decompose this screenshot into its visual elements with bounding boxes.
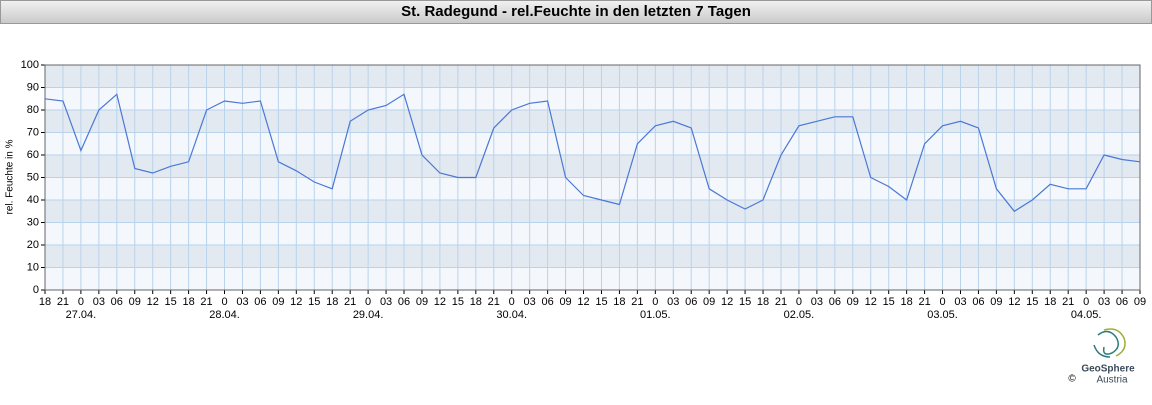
x-tick-label: 09 <box>129 296 141 308</box>
y-tick-label: 0 <box>33 284 39 296</box>
date-label: 04.05. <box>1071 309 1102 321</box>
x-tick-label: 09 <box>990 296 1002 308</box>
x-tick-label: 12 <box>1008 296 1020 308</box>
x-tick-label: 03 <box>954 296 966 308</box>
date-label: 30.04. <box>496 309 527 321</box>
x-tick-label: 09 <box>703 296 715 308</box>
date-label: 29.04. <box>353 309 384 321</box>
x-tick-label: 12 <box>434 296 446 308</box>
x-tick-label: 03 <box>236 296 248 308</box>
date-label: 27.04. <box>66 309 97 321</box>
x-tick-label: 21 <box>200 296 212 308</box>
x-tick-label: 06 <box>829 296 841 308</box>
logo-sub: Austria <box>1096 375 1128 386</box>
y-tick-label: 30 <box>27 216 39 228</box>
data-line <box>44 93 1141 213</box>
x-tick-label: 06 <box>1116 296 1128 308</box>
x-tick-label: 15 <box>595 296 607 308</box>
x-tick-label: 15 <box>308 296 320 308</box>
logo <box>1093 328 1126 358</box>
date-label: 28.04. <box>209 309 240 321</box>
x-tick-label: 15 <box>1026 296 1038 308</box>
plot-area: 18 21 0 03 06 09 12 15 18 21 0 03 06 09 12 15 18 21 0 03 06 0… <box>21 59 1146 321</box>
date-label: 01.05. <box>640 309 671 321</box>
x-tick-label: 03 <box>524 296 536 308</box>
x-tick-label: 15 <box>883 296 895 308</box>
x-tick-label: 06 <box>398 296 410 308</box>
x-tick-label: 21 <box>344 296 356 308</box>
x-tick-label: 03 <box>1098 296 1110 308</box>
date-label: 02.05. <box>784 309 815 321</box>
x-tick-label: 21 <box>918 296 930 308</box>
x-tick-label: 0 <box>1083 296 1089 308</box>
x-tick-label: 12 <box>290 296 302 308</box>
x-tick-label: 09 <box>1134 296 1146 308</box>
x-tick-label: 15 <box>165 296 177 308</box>
x-tick-label: 06 <box>685 296 697 308</box>
x-tick-label: 09 <box>559 296 571 308</box>
x-tick-label: 18 <box>757 296 769 308</box>
x-tick-label: 0 <box>221 296 227 308</box>
x-tick-label: 06 <box>111 296 123 308</box>
plot-border <box>44 64 1141 291</box>
x-tick-label: 18 <box>613 296 625 308</box>
x-tick-label: 21 <box>775 296 787 308</box>
x-tick-label: 18 <box>1044 296 1056 308</box>
x-tick-label: 21 <box>631 296 643 308</box>
band <box>45 65 1140 88</box>
x-tick-label: 12 <box>147 296 159 308</box>
x-tick-label: 0 <box>509 296 515 308</box>
x-tick-label: 18 <box>182 296 194 308</box>
logo-name: GeoSphere <box>1081 364 1135 375</box>
x-tick-label: 21 <box>1062 296 1074 308</box>
x-tick-label: 09 <box>272 296 284 308</box>
x-tick-label: 15 <box>452 296 464 308</box>
x-tick-label: 21 <box>488 296 500 308</box>
x-tick-label: 03 <box>811 296 823 308</box>
x-tick-label: 0 <box>939 296 945 308</box>
y-tick-label: 40 <box>27 194 39 206</box>
band <box>45 200 1140 223</box>
x-tick-label: 18 <box>39 296 51 308</box>
x-tick-label: 0 <box>78 296 84 308</box>
y-axis-label: rel. Feuchte in % <box>5 139 16 214</box>
y-tick-label: 60 <box>27 149 39 161</box>
x-tick-label: 18 <box>470 296 482 308</box>
x-tick-label: 12 <box>721 296 733 308</box>
y-tick-label: 80 <box>27 104 39 116</box>
x-tick-label: 06 <box>254 296 266 308</box>
x-tick-label: 12 <box>865 296 877 308</box>
x-tick-label: 03 <box>380 296 392 308</box>
y-tick-label: 90 <box>27 81 39 93</box>
x-tick-label: 09 <box>847 296 859 308</box>
x-tick-label: 03 <box>93 296 105 308</box>
x-tick-label: 09 <box>416 296 428 308</box>
x-tick-label: 21 <box>57 296 69 308</box>
copyright: © <box>1068 374 1076 385</box>
x-tick-label: 06 <box>972 296 984 308</box>
y-tick-label: 10 <box>27 261 39 273</box>
x-tick-label: 06 <box>541 296 553 308</box>
x-tick-label: 0 <box>796 296 802 308</box>
band <box>45 155 1140 178</box>
band <box>45 110 1140 133</box>
x-tick-label: 0 <box>365 296 371 308</box>
x-tick-label: 18 <box>326 296 338 308</box>
y-tick-label: 70 <box>27 126 39 138</box>
y-tick-label: 50 <box>27 171 39 183</box>
x-tick-label: 0 <box>652 296 658 308</box>
x-tick-label: 18 <box>901 296 913 308</box>
y-tick-label: 100 <box>21 59 39 71</box>
x-tick-label: 15 <box>739 296 751 308</box>
date-label: 03.05. <box>927 309 958 321</box>
chart-title: St. Radegund - rel.Feuchte in den letzte… <box>401 3 751 20</box>
x-tick-label: 12 <box>577 296 589 308</box>
y-tick-label: 20 <box>27 239 39 251</box>
band <box>45 245 1140 268</box>
x-tick-label: 03 <box>667 296 679 308</box>
